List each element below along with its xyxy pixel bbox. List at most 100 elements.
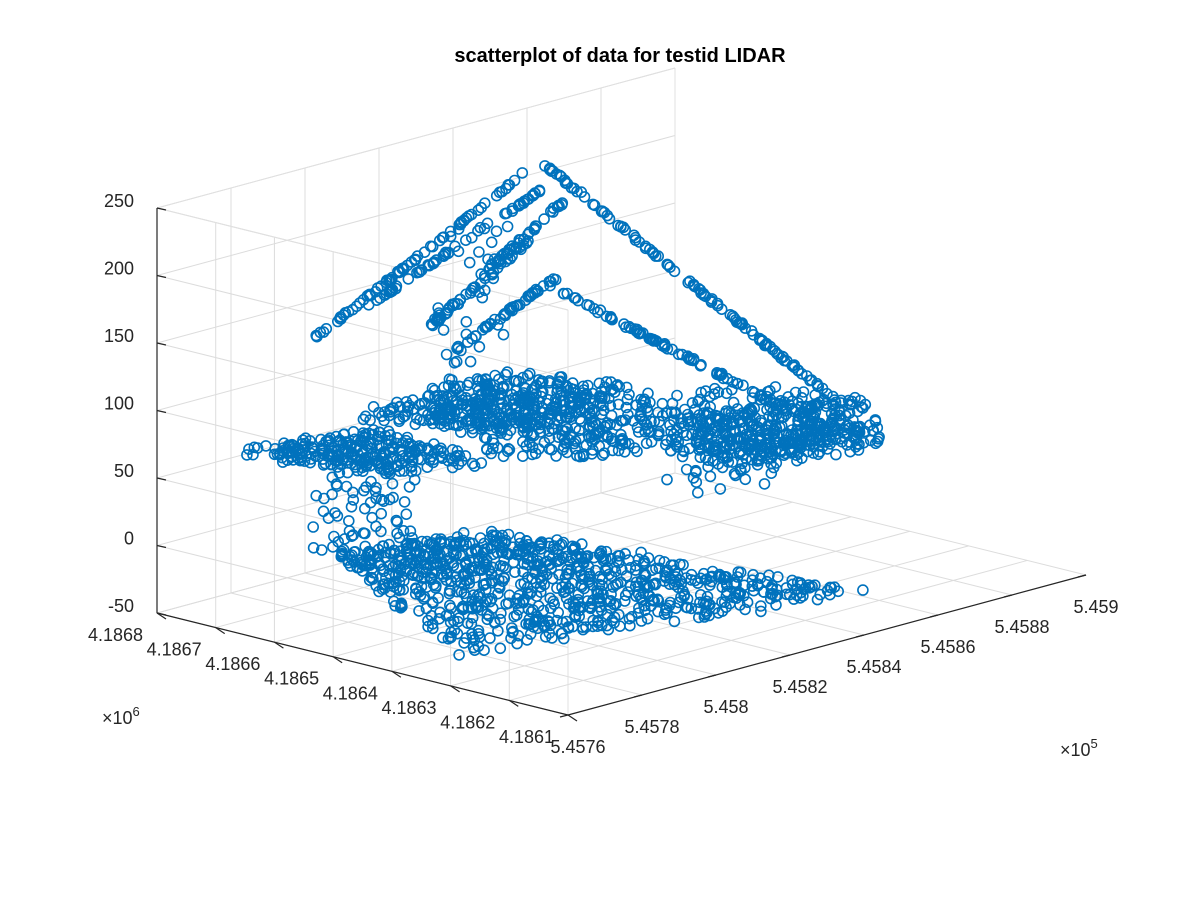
data-point [438,536,450,549]
grid-line-backwall-z [156,135,676,276]
data-point [635,405,647,418]
data-point [472,640,485,653]
data-point [481,397,493,409]
data-point [415,580,428,593]
data-point [855,401,868,413]
data-point [696,414,708,427]
data-point [628,229,640,242]
data-point [505,632,517,645]
data-point [354,556,367,569]
data-point [445,575,457,587]
data-point [499,207,511,220]
data-point [443,587,456,600]
data-point [717,573,730,586]
data-point [446,298,459,311]
tick-labels: 5.4576 5.4578 5.458 5.4582 5.4584 5.4586 5.458… [88,191,1119,760]
data-point [543,164,556,176]
data-point [481,593,494,605]
data-point [668,615,681,628]
data-point [724,597,736,610]
grid-line-floor-x [600,492,1013,596]
data-point [358,502,371,515]
data-point [449,537,462,550]
y-tick-label: 4.1868 [88,625,143,645]
data-point [736,318,748,331]
data-point [549,273,562,286]
data-point [582,429,595,442]
data-point [786,424,798,436]
data-point [695,413,707,425]
data-point [769,397,782,410]
x-tick-mark [929,614,939,618]
y-axis-exponent: ×106 [102,704,140,728]
data-point [682,276,695,289]
data-point [383,467,396,480]
data-point [392,567,405,580]
data-point [604,602,617,615]
data-point [444,225,457,238]
data-point [701,590,714,603]
data-point [591,588,604,601]
z-tick-label: 150 [104,326,134,346]
data-point [459,234,472,246]
data-point [575,578,587,591]
data-point [727,396,740,409]
data-point [549,392,562,405]
data-point [658,556,671,568]
data-point [347,529,359,541]
data-point [496,529,509,542]
data-point [741,596,754,609]
data-point [787,405,800,418]
data-point [378,289,391,301]
data-point [488,253,501,265]
data-point [451,585,463,598]
data-point [452,223,465,235]
data-point [450,383,462,396]
data-point [754,572,767,585]
z-tick-mark [156,612,167,616]
x-tick-mark [559,714,569,718]
data-point [546,632,558,644]
data-point [447,411,459,424]
data-point [766,583,778,595]
data-point [428,447,441,459]
data-point [791,454,803,467]
data-point [672,436,685,448]
data-point [561,411,574,424]
z-tick-mark [156,207,167,211]
data-point [651,593,664,606]
data-point [623,612,636,625]
data-point [495,389,507,401]
data-point [458,637,470,649]
data-point [624,580,637,592]
data-point [782,391,795,403]
z-tick-mark [156,477,167,481]
data-point [795,586,807,599]
data-point [472,627,485,640]
data-point [792,364,804,376]
data-point [608,386,621,399]
data-point [645,415,657,428]
data-point [661,342,674,355]
data-point [425,573,438,586]
data-point [578,402,590,415]
data-point [639,242,652,255]
data-point [522,290,535,303]
data-point [365,571,378,584]
data-point [350,300,363,313]
data-points [241,160,885,661]
data-point [681,408,694,421]
data-point [812,434,825,447]
chart-title: scatterplot of data for testid LIDAR [454,45,786,67]
data-point [375,493,388,506]
data-point [461,336,474,348]
grid-line-floor-y [215,487,734,629]
data-point [624,561,637,574]
data-point [730,432,743,445]
data-point [420,602,433,615]
y-tick-mark [332,656,343,664]
data-point [484,595,497,608]
data-point [693,441,706,453]
data-point [458,579,471,591]
data-point [457,526,470,539]
